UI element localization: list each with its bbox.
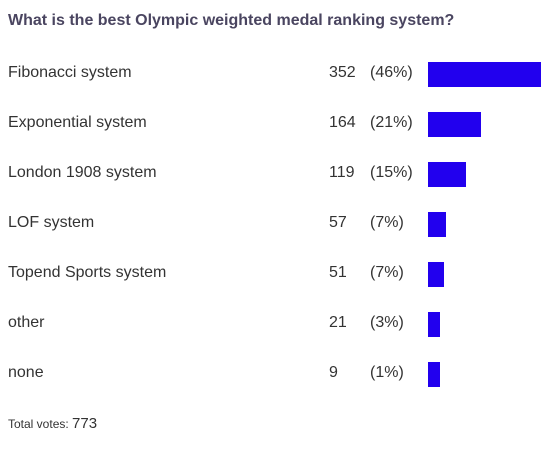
- option-votes: 352: [329, 64, 356, 81]
- option-bar-track: [428, 162, 541, 187]
- option-bar: [428, 162, 466, 187]
- option-bar-track: [428, 362, 541, 387]
- option-label: London 1908 system: [8, 164, 157, 181]
- option-bar-track: [428, 62, 541, 87]
- option-bar: [428, 312, 440, 337]
- poll-options: Fibonacci system 352 (46%) Exponential s…: [0, 50, 546, 400]
- option-percent: (1%): [370, 364, 404, 381]
- option-percent: (7%): [370, 264, 404, 281]
- option-votes: 51: [329, 264, 347, 281]
- option-label: none: [8, 364, 44, 381]
- option-bar: [428, 362, 440, 387]
- poll-option-row: Topend Sports system 51 (7%): [0, 250, 546, 300]
- option-label: other: [8, 314, 45, 331]
- poll-option-row: London 1908 system 119 (15%): [0, 150, 546, 200]
- option-votes: 9: [329, 364, 338, 381]
- option-percent: (7%): [370, 214, 404, 231]
- option-votes: 21: [329, 314, 347, 331]
- option-bar-track: [428, 262, 541, 287]
- option-percent: (46%): [370, 64, 413, 81]
- poll-question: What is the best Olympic weighted medal …: [8, 12, 455, 29]
- option-bar-track: [428, 112, 541, 137]
- option-votes: 57: [329, 214, 347, 231]
- option-votes: 164: [329, 114, 356, 131]
- poll-total: Total votes: 773: [8, 415, 97, 432]
- option-bar: [428, 112, 481, 137]
- option-label: LOF system: [8, 214, 95, 231]
- option-bar-track: [428, 312, 541, 337]
- option-bar: [428, 262, 444, 287]
- option-label: Exponential system: [8, 114, 147, 131]
- option-bar-track: [428, 212, 541, 237]
- poll-option-row: Exponential system 164 (21%): [0, 100, 546, 150]
- option-bar: [428, 212, 446, 237]
- option-bar: [428, 62, 541, 87]
- option-percent: (15%): [370, 164, 413, 181]
- total-votes-count: 773: [72, 415, 98, 432]
- poll-option-row: other 21 (3%): [0, 300, 546, 350]
- option-label: Topend Sports system: [8, 264, 167, 281]
- poll-option-row: LOF system 57 (7%): [0, 200, 546, 250]
- option-label: Fibonacci system: [8, 64, 132, 81]
- poll-option-row: Fibonacci system 352 (46%): [0, 50, 546, 100]
- option-percent: (3%): [370, 314, 404, 331]
- total-votes-label: Total votes:: [8, 417, 69, 431]
- option-percent: (21%): [370, 114, 413, 131]
- option-votes: 119: [329, 164, 355, 181]
- poll-option-row: none 9 (1%): [0, 350, 546, 400]
